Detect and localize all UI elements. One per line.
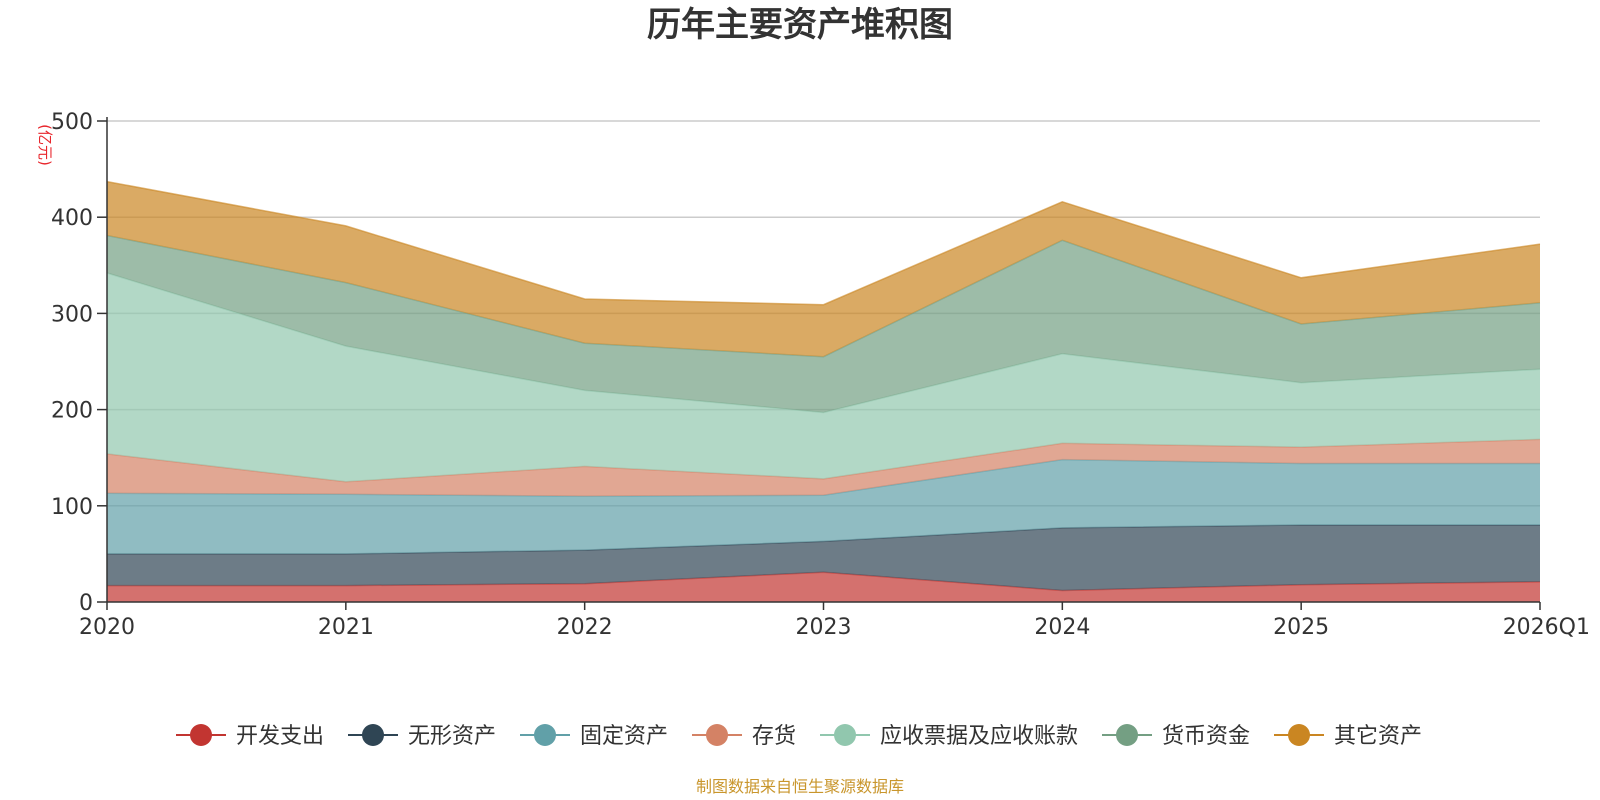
legend-label-1: 无形资产 <box>408 724 496 749</box>
legend-label-5: 货币资金 <box>1162 724 1250 749</box>
y-axis-unit-label: (亿元) <box>36 124 54 166</box>
legend-label-4: 应收票据及应收账款 <box>880 724 1078 749</box>
legend-item-2[interactable]: 固定资产 <box>520 724 668 749</box>
area-series-5 <box>107 235 1540 413</box>
x-tick-label-2023: 2023 <box>796 615 852 640</box>
legend-label-3: 存货 <box>752 724 796 749</box>
legend-item-3[interactable]: 存货 <box>692 724 796 749</box>
area-series-layer <box>106 180 1541 602</box>
area-series-2 <box>107 459 1540 554</box>
legend-marker-0 <box>190 724 212 746</box>
source-note: 制图数据来自恒生聚源数据库 <box>696 777 904 796</box>
legend-marker-2 <box>534 724 556 746</box>
x-tick-label-2021: 2021 <box>318 615 374 640</box>
legend-marker-6 <box>1288 724 1310 746</box>
x-tick-label-2025: 2025 <box>1273 615 1329 640</box>
y-tick-label-400: 400 <box>51 206 93 231</box>
legend: 开发支出 无形资产 固定资产 存货 应收票据及应收账款 货币资金 其它资产 <box>176 724 1422 749</box>
legend-label-2: 固定资产 <box>580 724 668 749</box>
legend-marker-3 <box>706 724 728 746</box>
x-tick-label-2024: 2024 <box>1034 615 1090 640</box>
area-series-0 <box>107 572 1540 602</box>
legend-marker-4 <box>834 724 856 746</box>
legend-item-5[interactable]: 货币资金 <box>1102 724 1250 749</box>
y-tick-label-300: 300 <box>51 302 93 327</box>
y-tick-label-100: 100 <box>51 495 93 520</box>
series-line-6 <box>106 180 1541 306</box>
x-tick-label-2020: 2020 <box>79 615 135 640</box>
legend-label-6: 其它资产 <box>1334 724 1422 749</box>
area-series-3 <box>107 439 1540 497</box>
x-tick-label-2026Q1: 2026Q1 <box>1503 615 1590 640</box>
y-tick-label-500: 500 <box>51 110 93 135</box>
legend-marker-5 <box>1116 724 1138 746</box>
chart-title: 历年主要资产堆积图 <box>647 5 953 45</box>
legend-marker-1 <box>362 724 384 746</box>
area-series-1 <box>107 525 1540 591</box>
y-tick-label-200: 200 <box>51 399 93 424</box>
area-series-6 <box>107 181 1540 357</box>
x-tick-label-2022: 2022 <box>557 615 613 640</box>
legend-item-1[interactable]: 无形资产 <box>348 724 496 749</box>
y-tick-label-0: 0 <box>79 591 93 616</box>
axes: 0 100 200 300 400 500 2020 2021 2022 2023 2024 2025… <box>51 110 1590 640</box>
legend-label-0: 开发支出 <box>236 724 324 749</box>
area-series-4 <box>107 273 1540 482</box>
legend-item-4[interactable]: 应收票据及应收账款 <box>820 724 1078 749</box>
legend-item-0[interactable]: 开发支出 <box>176 724 324 749</box>
legend-item-6[interactable]: 其它资产 <box>1274 724 1422 749</box>
